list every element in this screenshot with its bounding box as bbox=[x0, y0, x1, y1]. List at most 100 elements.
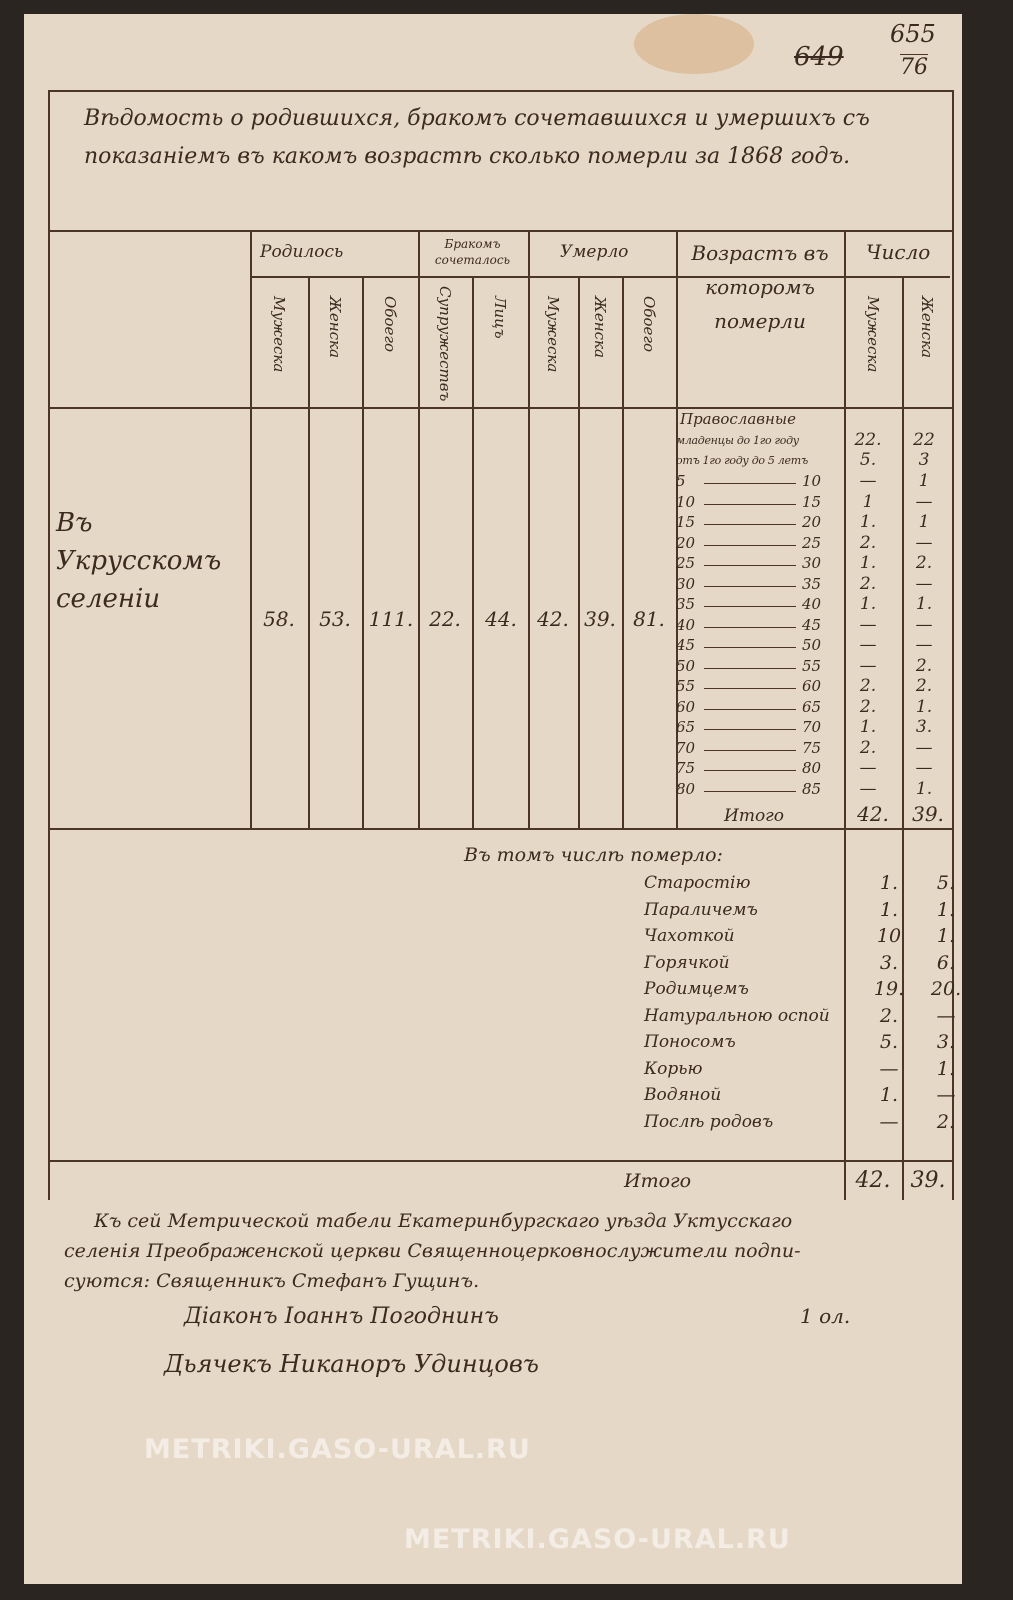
cause-row: Поносомъ 5. 3. bbox=[624, 1031, 974, 1055]
age-dash bbox=[704, 688, 796, 689]
cause-male-count: 1. bbox=[879, 1084, 899, 1106]
cause-male-count: 1. bbox=[879, 872, 899, 894]
age-to: 55 bbox=[802, 656, 822, 675]
age-dash bbox=[704, 647, 796, 648]
age-total-male: 42. bbox=[857, 802, 889, 826]
age-to: 70 bbox=[802, 718, 822, 736]
age-dash bbox=[704, 626, 796, 628]
causes-total-female: 39. bbox=[910, 1168, 946, 1193]
cause-label: Поносомъ bbox=[644, 1032, 736, 1052]
age-to: 50 bbox=[802, 636, 822, 654]
age-female-count: 3 bbox=[918, 450, 930, 470]
age-from: 10 bbox=[676, 492, 696, 511]
age-from: 75 bbox=[676, 759, 696, 777]
cause-row: Горячкой 3. 6. bbox=[624, 952, 974, 976]
age-row: 60 65 2. 1. bbox=[676, 696, 946, 718]
signature-clerk: Дьячекъ Никаноръ Удинцовъ bbox=[164, 1350, 539, 1378]
document-title: Вѣдомость о родившихся, бракомъ сочетавш… bbox=[84, 106, 870, 169]
age-male-count: — bbox=[859, 778, 877, 799]
age-row: 5 10 — 1 bbox=[676, 472, 946, 492]
age-to: 45 bbox=[802, 615, 822, 634]
age-from: 25 bbox=[676, 554, 696, 572]
age-from: 30 bbox=[676, 574, 696, 593]
age-male-count: 1. bbox=[859, 594, 877, 614]
signature-deacon: Дiаконъ Iоаннъ Погоднинъ bbox=[184, 1304, 499, 1329]
age-row: 75 80 — — bbox=[676, 759, 946, 779]
footer-line-1: Къ сей Метрической табели Екатеринбургск… bbox=[94, 1210, 793, 1232]
age-to: 40 bbox=[802, 595, 822, 613]
age-total-label: Итого bbox=[724, 806, 785, 826]
cause-label: Родимцемъ bbox=[644, 979, 749, 999]
header-count-male: Мужеска bbox=[864, 296, 882, 373]
cause-row: Родимцемъ 19. 20. bbox=[624, 978, 974, 1002]
age-female-count: — bbox=[915, 491, 933, 512]
age-female-count: — bbox=[915, 614, 933, 635]
cause-male-count: 2. bbox=[879, 1004, 899, 1027]
age-from: 70 bbox=[676, 738, 696, 757]
age-row: 80 85 — 1. bbox=[676, 778, 946, 800]
age-from: 80 bbox=[676, 779, 696, 798]
age-female-count: — bbox=[915, 532, 933, 553]
cause-female-count: — bbox=[936, 1004, 956, 1027]
age-male-count: — bbox=[859, 758, 877, 778]
cause-label: Чахоткой bbox=[644, 926, 735, 946]
age-to: 60 bbox=[802, 677, 822, 695]
cause-female-count: 1. bbox=[936, 898, 956, 921]
cause-female-count: 3. bbox=[936, 1031, 956, 1053]
age-row: отъ 1го году до 5 летъ 5. 3 bbox=[676, 451, 946, 471]
age-row: 65 70 1. 3. bbox=[676, 718, 946, 738]
cause-label: Корью bbox=[644, 1058, 703, 1079]
age-row: 70 75 2. — bbox=[676, 737, 946, 759]
causes-total-label: Итого bbox=[624, 1170, 692, 1192]
age-heading: Православные bbox=[680, 410, 796, 428]
age-male-count: 1. bbox=[859, 717, 877, 737]
cause-row: Старостiю 1. 5. bbox=[624, 872, 974, 896]
cause-male-count: 1. bbox=[879, 898, 899, 921]
header-died-male: Мужеска bbox=[544, 296, 562, 373]
age-male-count: — bbox=[859, 635, 877, 655]
document-page: 649 655 76 Вѣдомость о родившихся, брако… bbox=[24, 14, 962, 1584]
age-female-count: 1 bbox=[918, 512, 930, 532]
age-from: 35 bbox=[676, 595, 696, 613]
age-row: 35 40 1. 1. bbox=[676, 595, 946, 615]
age-from: 40 bbox=[676, 615, 696, 634]
age-to: 15 bbox=[802, 492, 822, 511]
age-dash bbox=[704, 524, 796, 525]
born-female: 53. bbox=[319, 607, 351, 631]
age-from: 15 bbox=[676, 513, 696, 531]
cause-male-count: 3. bbox=[879, 951, 899, 974]
married-couples: 22. bbox=[429, 607, 461, 631]
age-male-count: 2. bbox=[859, 676, 877, 696]
header-persons: Лицъ bbox=[491, 296, 509, 339]
cause-label: Послѣ родовъ bbox=[644, 1111, 774, 1132]
age-dash bbox=[704, 667, 796, 669]
cause-male-count: 19. bbox=[873, 978, 905, 1000]
age-to: 20 bbox=[802, 513, 822, 531]
cause-female-count: 1. bbox=[936, 925, 956, 947]
age-row: 20 25 2. — bbox=[676, 532, 946, 554]
cause-label: Старостiю bbox=[644, 873, 751, 893]
age-row: 50 55 — 2. bbox=[676, 656, 946, 677]
age-female-count: 22 bbox=[913, 430, 935, 450]
age-female-count: — bbox=[915, 737, 933, 758]
cause-female-count: 2. bbox=[936, 1110, 956, 1133]
watermark: METRIKI.GASO-URAL.RU bbox=[144, 1434, 531, 1465]
age-from: 20 bbox=[676, 533, 696, 552]
age-female-count: — bbox=[915, 758, 933, 778]
cause-female-count: 20. bbox=[930, 978, 962, 1000]
stain bbox=[634, 14, 754, 74]
age-to: 85 bbox=[802, 779, 822, 798]
age-female-count: 3. bbox=[915, 717, 933, 737]
age-male-count: 1. bbox=[859, 553, 877, 573]
age-female-count: 1. bbox=[915, 696, 933, 717]
age-male-count: 1. bbox=[859, 512, 877, 532]
header-died-both: Обоего bbox=[640, 296, 658, 352]
age-to: 35 bbox=[802, 574, 822, 593]
age-from: 5 bbox=[676, 472, 686, 490]
age-row: 25 30 1. 2. bbox=[676, 554, 946, 574]
cause-row: Чахоткой 10 1. bbox=[624, 925, 974, 949]
age-dash bbox=[704, 483, 796, 484]
causes-heading: Въ томъ числѣ померло: bbox=[464, 844, 723, 866]
age-dash bbox=[704, 729, 796, 730]
age-dash bbox=[704, 503, 796, 505]
